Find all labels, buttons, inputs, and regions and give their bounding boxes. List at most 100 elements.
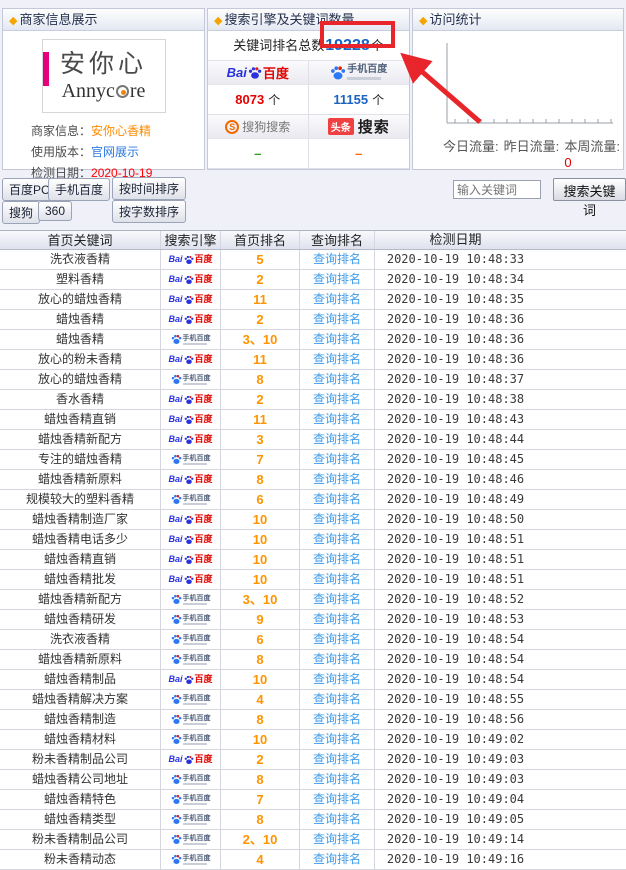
baidu-logo-icon: Bai 百度 xyxy=(168,554,213,564)
query-rank-link[interactable]: 查询排名 xyxy=(312,372,361,386)
paw-icon xyxy=(184,395,193,404)
rank-cell: 2 xyxy=(221,310,300,329)
sort-by-time-button[interactable]: 按时间排序 xyxy=(112,177,187,200)
paw-icon xyxy=(184,675,193,684)
date-cell: 2020-10-19 10:49:16 xyxy=(386,852,525,866)
rank-cell: 6 xyxy=(221,490,300,509)
query-rank-link[interactable]: 查询排名 xyxy=(312,732,361,746)
rank-cell: 8 xyxy=(221,650,300,669)
table-row: 蜡烛香精类型 手机百度 8 查询排名 2020-10-19 10:49:05 xyxy=(0,810,626,830)
query-rank-link[interactable]: 查询排名 xyxy=(312,252,361,266)
mobile-logo-icon: 手机百度 xyxy=(171,594,211,605)
query-rank-link[interactable]: 查询排名 xyxy=(312,852,361,866)
query-rank-link[interactable]: 查询排名 xyxy=(312,432,361,446)
query-rank-link[interactable]: 查询排名 xyxy=(312,672,361,686)
table-row: 粉未香精动态 手机百度 4 查询排名 2020-10-19 10:49:16 xyxy=(0,850,626,870)
filter-mobile-baidu-button[interactable]: 手机百度 xyxy=(48,178,111,201)
query-rank-link[interactable]: 查询排名 xyxy=(312,712,361,726)
keyword-cell: 粉未香精动态 xyxy=(0,850,161,869)
query-rank-link[interactable]: 查询排名 xyxy=(312,572,361,586)
rank-cell: 8 xyxy=(221,810,300,829)
paw-icon xyxy=(184,555,193,564)
baidu-logo-icon: Bai 百度 xyxy=(168,294,213,304)
query-rank-link[interactable]: 查询排名 xyxy=(312,812,361,826)
query-rank-link[interactable]: 查询排名 xyxy=(312,292,361,306)
sogou-logo-icon: S 搜狗搜索 xyxy=(225,118,290,135)
mobile-logo-icon: 手机百度 xyxy=(171,634,211,645)
keyword-search-input[interactable] xyxy=(453,180,541,199)
query-rank-link[interactable]: 查询排名 xyxy=(312,792,361,806)
query-rank-link[interactable]: 查询排名 xyxy=(312,772,361,786)
table-row: 粉未香精制品公司 手机百度 2、10 查询排名 2020-10-19 10:49… xyxy=(0,830,626,850)
query-rank-link[interactable]: 查询排名 xyxy=(312,652,361,666)
query-rank-link[interactable]: 查询排名 xyxy=(312,472,361,486)
date-cell: 2020-10-19 10:48:44 xyxy=(386,432,525,446)
version-link[interactable]: 官网展示 xyxy=(91,145,140,159)
rank-cell: 3、10 xyxy=(221,330,300,349)
rank-cell: 4 xyxy=(221,690,300,709)
mobile-logo-icon: 手机百度 xyxy=(171,854,211,865)
query-rank-link[interactable]: 查询排名 xyxy=(312,752,361,766)
header-engine: 搜索引擎 xyxy=(161,231,221,249)
engine-cell: 手机百度 xyxy=(161,770,221,789)
keyword-cell: 规模较大的塑料香精 xyxy=(0,490,161,509)
query-rank-link[interactable]: 查询排名 xyxy=(312,352,361,366)
table-row: 蜡烛香精新配方 手机百度 3、10 查询排名 2020-10-19 10:48:… xyxy=(0,590,626,610)
query-rank-link[interactable]: 查询排名 xyxy=(312,452,361,466)
keyword-cell: 蜡烛香精新配方 xyxy=(0,430,161,449)
header-homepage-rank: 首页排名 xyxy=(221,231,300,249)
rank-cell: 6 xyxy=(221,630,300,649)
filter-sogou-button[interactable]: 搜狗 xyxy=(2,201,41,224)
baidu-logo-icon: Bai 百度 xyxy=(168,574,213,584)
query-rank-link[interactable]: 查询排名 xyxy=(312,592,361,606)
rank-cell: 11 xyxy=(221,350,300,369)
query-rank-link[interactable]: 查询排名 xyxy=(312,272,361,286)
rank-cell: 10 xyxy=(221,730,300,749)
engine-count-grid: Bai 百度 8073 个 手机百度 11155 个 S 搜狗搜索 – 头条 搜索 – xyxy=(208,61,409,169)
filter-360-button[interactable]: 360 xyxy=(38,201,73,221)
paw-icon xyxy=(171,694,181,704)
query-rank-link[interactable]: 查询排名 xyxy=(312,632,361,646)
paw-icon xyxy=(248,66,262,79)
today-traffic: 今日流量: xyxy=(443,139,499,154)
diamond-icon: ◆ xyxy=(419,15,428,27)
table-row: 专注的蜡烛香精 手机百度 7 查询排名 2020-10-19 10:48:45 xyxy=(0,450,626,470)
engine-cell: Bai 百度 xyxy=(161,670,221,689)
date-cell: 2020-10-19 10:48:53 xyxy=(386,612,525,626)
sort-by-wordcount-button[interactable]: 按字数排序 xyxy=(112,200,187,223)
keyword-cell: 粉未香精制品公司 xyxy=(0,830,161,849)
date-cell: 2020-10-19 10:48:54 xyxy=(386,672,525,686)
query-rank-link[interactable]: 查询排名 xyxy=(312,412,361,426)
mobile-logo-icon: 手机百度 xyxy=(171,794,211,805)
date-cell: 2020-10-19 10:48:52 xyxy=(386,592,525,606)
query-rank-link[interactable]: 查询排名 xyxy=(312,332,361,346)
engine-cell: Bai 百度 xyxy=(161,570,221,589)
mobile-logo-icon: 手机百度 xyxy=(171,454,211,465)
query-rank-link[interactable]: 查询排名 xyxy=(312,832,361,846)
keyword-cell: 蜡烛香精解决方案 xyxy=(0,690,161,709)
stats-panel: ◆ 访问统计 今日流量: xyxy=(412,8,624,170)
query-rank-link[interactable]: 查询排名 xyxy=(312,392,361,406)
engine-cell: 手机百度 xyxy=(161,790,221,809)
keyword-search-button[interactable]: 搜索关键词 xyxy=(553,178,626,218)
query-rank-link[interactable]: 查询排名 xyxy=(312,552,361,566)
query-rank-link[interactable]: 查询排名 xyxy=(312,512,361,526)
paw-icon xyxy=(171,774,181,784)
paw-icon xyxy=(171,634,181,644)
baidu-logo-icon: Bai 百度 xyxy=(168,394,213,404)
query-rank-link[interactable]: 查询排名 xyxy=(312,692,361,706)
query-rank-link[interactable]: 查询排名 xyxy=(312,492,361,506)
baidu-logo-icon: Bai 百度 xyxy=(168,534,213,544)
paw-icon xyxy=(171,814,181,824)
toutiao-logo-icon: 头条 搜索 xyxy=(327,116,390,137)
filter-baidu-pc-button[interactable]: 百度PC xyxy=(2,178,57,201)
keyword-cell: 香水香精 xyxy=(0,390,161,409)
engine-cell: Bai 百度 xyxy=(161,310,221,329)
engine-count-cell: S 搜狗搜索 – xyxy=(208,115,309,169)
query-rank-link[interactable]: 查询排名 xyxy=(312,312,361,326)
engine-cell: Bai 百度 xyxy=(161,390,221,409)
query-rank-link[interactable]: 查询排名 xyxy=(312,612,361,626)
table-row: 蜡烛香精批发 Bai 百度 10 查询排名 2020-10-19 10:48:51 xyxy=(0,570,626,590)
date-cell: 2020-10-19 10:48:34 xyxy=(386,272,525,286)
query-rank-link[interactable]: 查询排名 xyxy=(312,532,361,546)
